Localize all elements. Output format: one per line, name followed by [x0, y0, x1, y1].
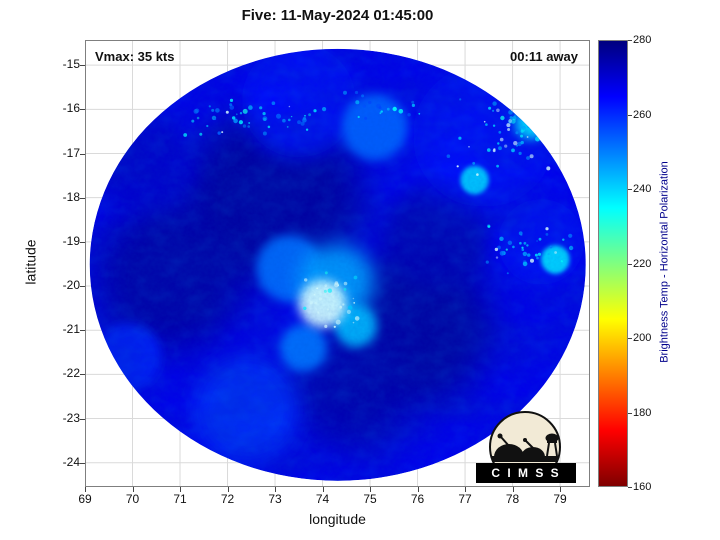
y-tick-mark: [80, 109, 85, 111]
eta-annotation: 00:11 away: [510, 49, 578, 64]
x-tick-mark: [227, 487, 229, 492]
x-tick-mark: [370, 487, 372, 492]
x-tick-label: 72: [220, 492, 235, 506]
y-tick-mark: [80, 418, 85, 420]
colorbar-tick-mark: [628, 40, 632, 41]
y-tick-label: -16: [62, 101, 80, 116]
logo-text: C I M S S: [491, 466, 560, 480]
logo-antenna-lines: [500, 436, 558, 457]
colorbar-tick-mark: [628, 189, 632, 190]
y-tick-mark: [80, 197, 85, 199]
colorbar-tick-mark: [628, 338, 632, 339]
x-tick-label: 73: [268, 492, 282, 506]
x-tick-label: 78: [505, 492, 520, 506]
y-tick-label: -24: [62, 454, 80, 469]
storm-heatmap: [85, 40, 590, 487]
plot-area: Vmax: 35 kts 00:11 away C I M S S: [85, 40, 590, 487]
antenna-feed-dot: [497, 433, 503, 439]
x-tick-label: 71: [173, 492, 187, 506]
x-tick-mark: [465, 487, 467, 492]
x-tick-mark: [85, 487, 86, 492]
y-tick-label: -23: [62, 410, 80, 425]
y-tick-label: -22: [62, 366, 80, 381]
logo-banner: [476, 463, 576, 483]
x-tick-mark: [275, 487, 277, 492]
colorbar-tick-mark: [628, 114, 632, 116]
colorbar-tick-label: 280: [633, 34, 652, 46]
colorbar-tick-mark: [628, 487, 632, 488]
y-tick-label: -19: [62, 233, 80, 248]
cimss-logo: C I M S S: [476, 411, 576, 483]
x-tick-mark: [512, 487, 514, 492]
x-tick-mark: [180, 487, 181, 492]
y-tick-label: -17: [62, 145, 80, 160]
colorbar-tick-label: 260: [633, 108, 652, 121]
colorbar-tick-label: 180: [633, 406, 652, 419]
y-tick-label: -15: [62, 57, 80, 72]
vmax-annotation: Vmax: 35 kts: [95, 49, 175, 64]
y-tick-mark: [80, 374, 85, 376]
y-tick-mark: [80, 65, 85, 67]
page-title: Five: 11-May-2024 01:45:00: [241, 7, 434, 24]
x-tick-mark: [322, 487, 324, 492]
y-axis-label: latitude: [22, 239, 39, 285]
y-tick-label: -21: [62, 322, 80, 337]
y-tick-mark: [80, 330, 85, 332]
x-tick-label: 77: [458, 492, 472, 506]
x-axis-label: longitude: [309, 511, 366, 527]
y-tick-mark: [80, 286, 85, 288]
y-tick-mark: [80, 241, 85, 243]
y-tick-mark: [80, 153, 85, 155]
colorbar-tick-mark: [628, 263, 632, 265]
x-tick-mark: [560, 487, 562, 492]
colorbar-tick-label: 200: [633, 332, 652, 344]
colorbar-tick-label: 240: [633, 183, 652, 195]
y-tick-mark: [80, 462, 85, 464]
x-tick-label: 79: [553, 492, 567, 506]
colorbar-tick-label: 160: [633, 481, 652, 493]
x-tick-label: 70: [125, 492, 140, 506]
x-tick-label: 75: [363, 492, 377, 506]
x-tick-label: 76: [410, 492, 425, 506]
antenna-feed-dot: [523, 438, 527, 442]
x-tick-label: 74: [315, 492, 330, 506]
x-tick-mark: [417, 487, 419, 492]
colorbar-tick-label: 220: [633, 257, 652, 270]
y-tick-label: -20: [62, 278, 80, 293]
x-tick-label: 69: [78, 492, 92, 506]
satellite-dishes-silhouette: [492, 433, 559, 462]
colorbar: [598, 40, 628, 487]
y-tick-label: -18: [62, 189, 80, 204]
colorbar-tick-mark: [628, 412, 632, 414]
x-tick-mark: [132, 487, 134, 492]
